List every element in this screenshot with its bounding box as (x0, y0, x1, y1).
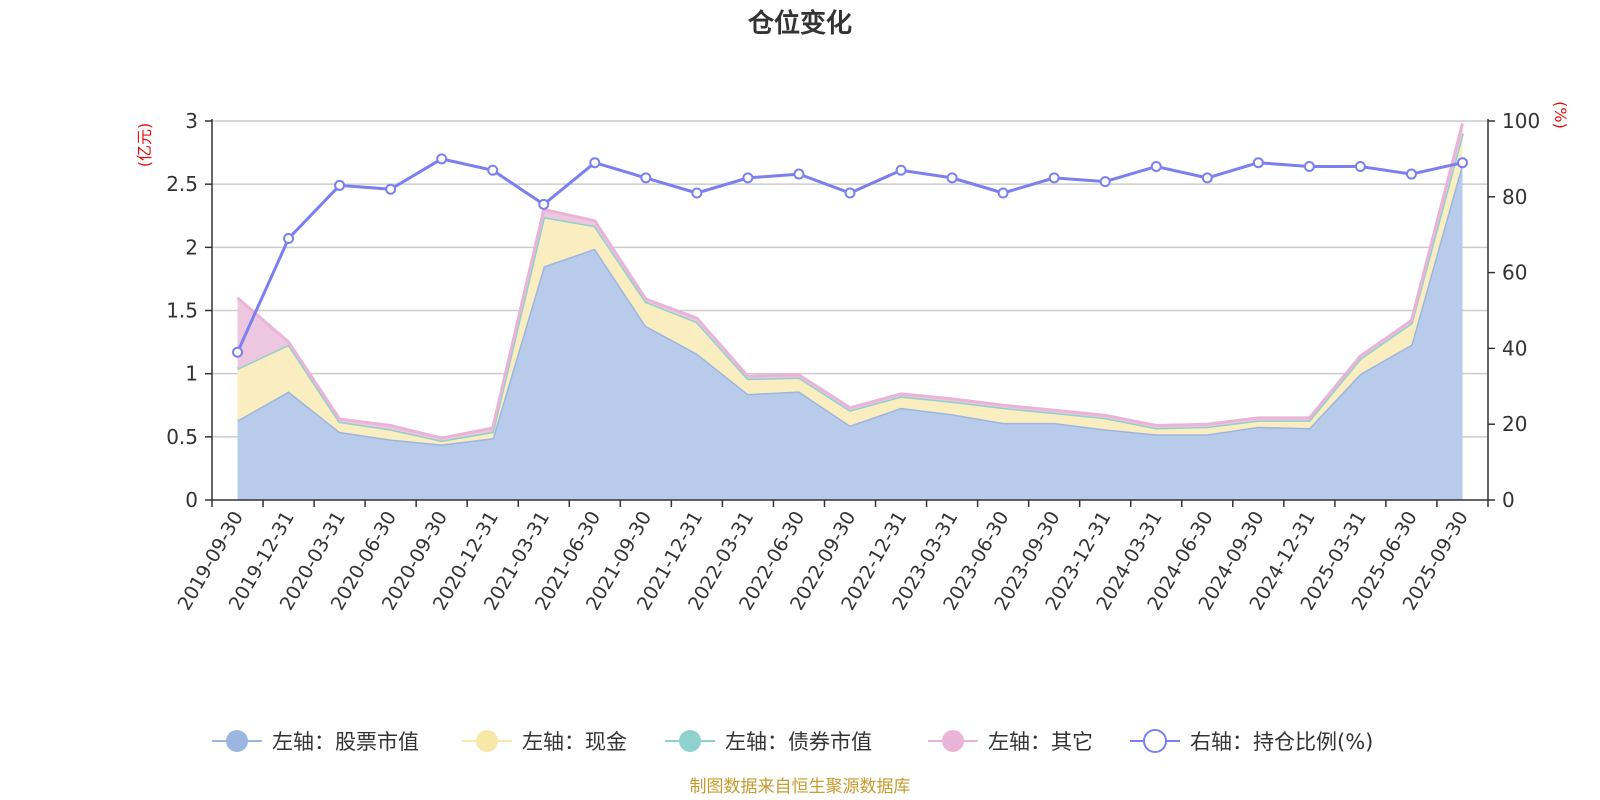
left-tick-label: 0 (185, 488, 198, 512)
ratio-point (997, 187, 1009, 199)
ratio-point (232, 346, 244, 358)
legend[interactable]: 左轴：股票市值 左轴：现金 左轴：债券市值 左轴：其它 右轴：持仓比例(%) (212, 729, 1373, 754)
grid-lines (212, 120, 1488, 438)
ratio-point (538, 198, 550, 210)
right-tick-label: 60 (1502, 261, 1527, 285)
ratio-point (385, 183, 397, 195)
legend-label: 左轴：其它 (988, 730, 1093, 754)
source-note: 制图数据来自恒生聚源数据库 (690, 777, 911, 797)
ratio-point (895, 164, 907, 176)
area-line-series-2 (236, 133, 1464, 443)
left-tick-label: 2 (185, 235, 198, 259)
legend-label: 左轴：债券市值 (725, 730, 872, 754)
area-line-series-0 (236, 162, 1464, 446)
legend-label: 右轴：持仓比例(%) (1190, 730, 1373, 754)
right-tick-label: 100 (1502, 109, 1540, 133)
legend-label: 左轴：现金 (522, 730, 627, 754)
ratio-line-series (232, 153, 1468, 358)
right-tick-label: 0 (1502, 488, 1515, 512)
ratio-point (1201, 172, 1213, 184)
ratio-point (793, 168, 805, 180)
ratio-point (589, 157, 601, 169)
legend-item[interactable]: 左轴：现金 (462, 730, 627, 754)
ratio-point (1150, 160, 1162, 172)
ratio-point (1048, 172, 1060, 184)
ratio-point (283, 232, 295, 244)
ratio-point (1099, 176, 1111, 188)
area-fill-series-1 (237, 133, 1463, 445)
legend-marker (679, 730, 701, 752)
ratio-point (946, 172, 958, 184)
legend-marker (1143, 729, 1167, 753)
ratio-point (1456, 157, 1468, 169)
stacked-areas (236, 123, 1464, 500)
left-tick-label: 1.5 (166, 299, 198, 323)
ratio-point (1354, 160, 1366, 172)
right-axis-unit: (%) (1551, 101, 1570, 129)
area-fill-series-0 (237, 162, 1463, 500)
ratio-point (334, 179, 346, 191)
legend-label: 左轴：股票市值 (272, 730, 419, 754)
area-line-series-1 (236, 133, 1464, 443)
ratio-point (640, 172, 652, 184)
right-tick-label: 80 (1502, 185, 1527, 209)
ratio-point (742, 172, 754, 184)
legend-marker (942, 730, 964, 752)
legend-item[interactable]: 左轴：债券市值 (665, 730, 872, 754)
area-line-series-3 (236, 123, 1464, 440)
left-tick-label: 2.5 (166, 172, 198, 196)
chart-title: 仓位变化 (747, 8, 852, 39)
ratio-point (844, 187, 856, 199)
left-axis-unit: (亿元) (135, 123, 154, 168)
legend-marker (476, 730, 498, 752)
ratio-point (691, 187, 703, 199)
left-tick-label: 3 (185, 109, 198, 133)
left-tick-label: 1 (185, 362, 198, 386)
ratio-point (1405, 168, 1417, 180)
right-tick-label: 40 (1502, 336, 1527, 360)
ratio-point (1303, 160, 1315, 172)
legend-item[interactable]: 右轴：持仓比例(%) (1130, 729, 1373, 754)
ratio-point (487, 164, 499, 176)
right-tick-label: 20 (1502, 412, 1527, 436)
legend-item[interactable]: 左轴：其它 (928, 730, 1093, 754)
ratio-point (1252, 157, 1264, 169)
area-fill-series-2 (237, 133, 1463, 441)
legend-item[interactable]: 左轴：股票市值 (212, 730, 419, 754)
legend-marker (226, 730, 248, 752)
ratio-point (436, 153, 448, 165)
left-tick-label: 0.5 (166, 425, 198, 449)
